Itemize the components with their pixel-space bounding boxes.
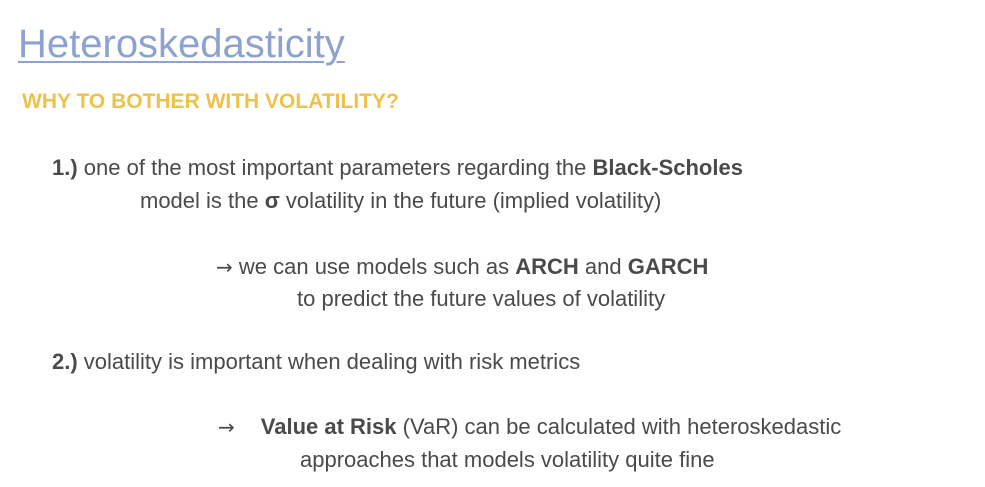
slide-subtitle: WHY TO BOTHER WITH VOLATILITY? [22,90,399,113]
point1-sub-pre: we can use models such as [232,254,516,279]
arrow-right-icon: → [218,415,235,439]
point1-line2-post: volatility in the future (implied volati… [279,188,662,213]
arch-term: ARCH [515,254,579,279]
point2-number: 2.) [52,349,78,374]
point2-sub-line1: → Value at Risk (VaR) can be calculated w… [218,412,841,442]
point1-text: one of the most important parameters reg… [77,155,593,180]
sigma-symbol: σ [264,188,280,213]
point1-sub-mid: and [578,254,628,279]
value-at-risk-term: Value at Risk [260,414,397,439]
point1-bold-term: Black-Scholes [592,155,743,180]
arrow-right-icon: → [216,255,233,279]
slide-title: Heteroskedasticity [18,22,345,66]
point1-line2: model is the σ volatility in the future … [140,186,661,216]
point1-number: 1.) [52,155,78,180]
garch-term: GARCH [627,254,709,279]
point2-sub-post: (VaR) can be calculated with heteroskeda… [396,414,842,439]
point1-line2-pre: model is the [140,188,265,213]
point2-sub-line2: approaches that models volatility quite … [300,447,715,472]
point2-line1: 2.) volatility is important when dealing… [52,347,580,377]
point1-sub-line1: → we can use models such as ARCH and GAR… [216,252,708,282]
point1-line1: 1.) one of the most important parameters… [52,153,743,183]
point2-text: volatility is important when dealing wit… [77,349,581,374]
point1-sub-line2: to predict the future values of volatili… [297,286,666,311]
